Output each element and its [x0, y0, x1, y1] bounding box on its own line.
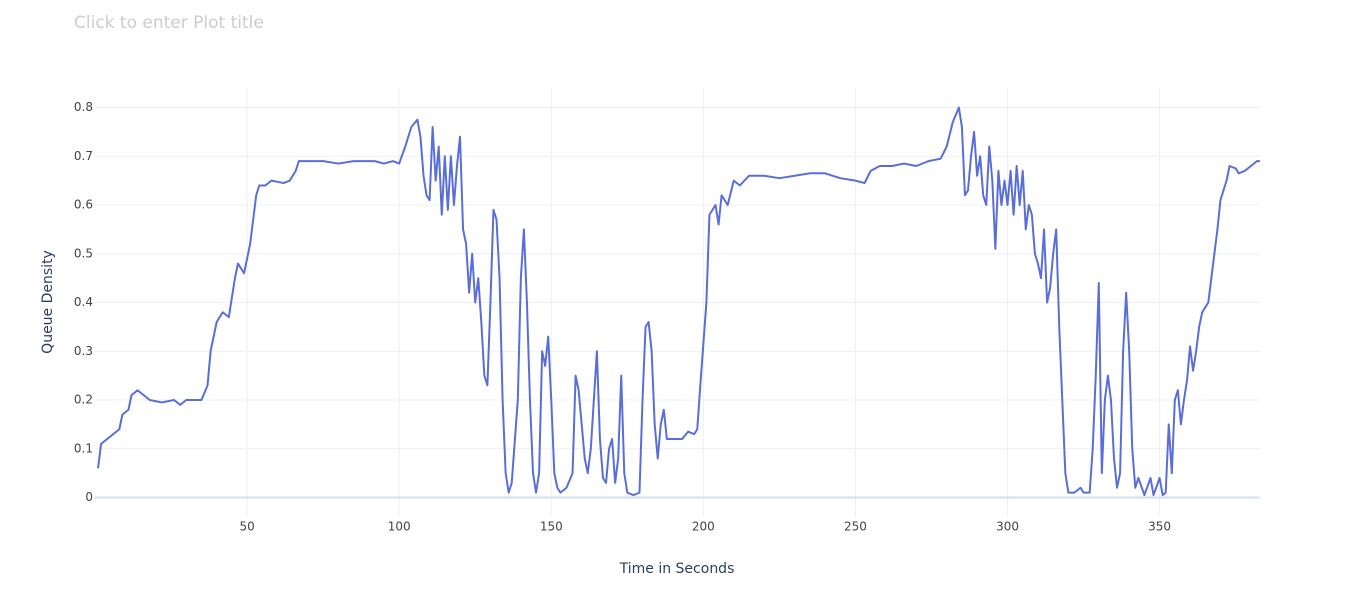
x-tick-label: 100	[388, 520, 411, 534]
x-tick-label: 350	[1148, 520, 1171, 534]
x-tick-label: 300	[996, 520, 1019, 534]
y-tick-label: 0.1	[74, 441, 93, 455]
x-tick-label: 150	[540, 520, 563, 534]
y-tick-label: 0.5	[74, 246, 93, 260]
y-tick-label: 0.8	[74, 100, 93, 114]
y-tick-label: 0.3	[74, 344, 93, 358]
y-tick-label: 0.7	[74, 149, 93, 163]
x-tick-label: 50	[239, 520, 254, 534]
y-tick-label: 0.2	[74, 393, 93, 407]
x-tick-label: 200	[692, 520, 715, 534]
y-tick-label: 0	[85, 490, 93, 504]
y-axis-title: Queue Density	[40, 250, 56, 354]
x-tick-label: 250	[844, 520, 867, 534]
y-tick-label: 0.6	[74, 198, 93, 212]
y-tick-label: 0.4	[74, 295, 93, 309]
x-axis-title: Time in Seconds	[619, 561, 735, 577]
data-line	[97, 106, 1260, 497]
chart-title[interactable]: Click to enter Plot title	[74, 13, 264, 33]
